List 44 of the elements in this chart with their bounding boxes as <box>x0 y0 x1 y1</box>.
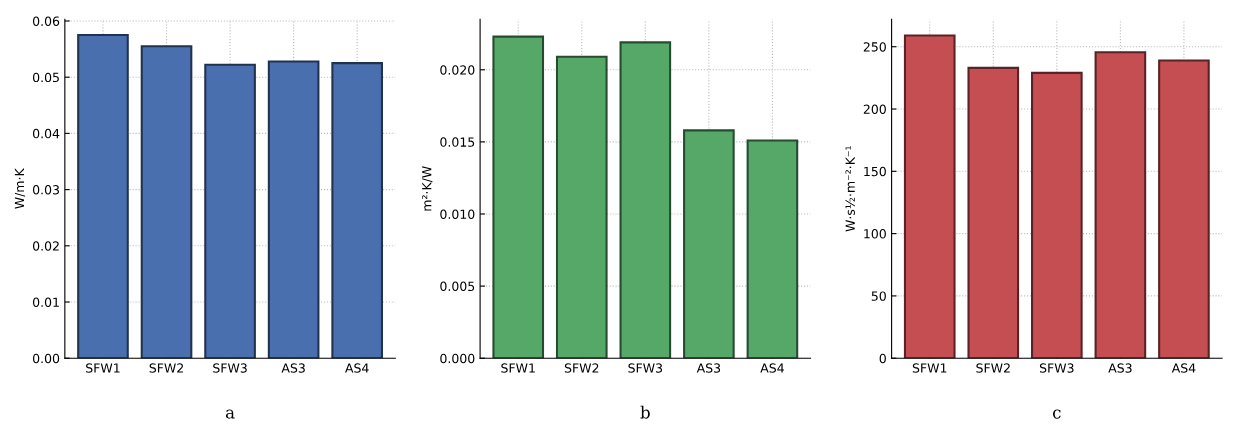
y-tick-label: 0.015 <box>440 137 475 147</box>
y-tick-label: 0.01 <box>32 297 59 307</box>
y-tick-label: 0.06 <box>32 16 60 26</box>
x-tick-label: SFW2 <box>564 363 599 373</box>
y-tick-label: 0.020 <box>440 65 475 75</box>
x-tick-label: SFW3 <box>1039 363 1074 373</box>
x-tick-label: AS4 <box>1171 363 1196 373</box>
y-tick-label: 50 <box>871 291 886 301</box>
x-tick-label: AS4 <box>760 363 784 373</box>
x-tick-label: SFW3 <box>213 363 247 373</box>
x-tick-label: AS3 <box>696 363 721 373</box>
y-axis-title: m²·K/W <box>422 166 433 211</box>
x-tick-label: SFW2 <box>149 363 183 373</box>
y-tick-label: 0 <box>879 353 886 364</box>
x-tick-label: SFW1 <box>501 363 535 373</box>
y-axis-title: W/m·K <box>14 168 26 209</box>
x-tick-label: SFW3 <box>628 363 663 373</box>
y-tick-label: 0.03 <box>32 185 59 195</box>
x-axis-title: b <box>640 405 650 419</box>
y-tick-label: 200 <box>863 104 886 114</box>
y-tick-label: 0.05 <box>32 72 59 83</box>
x-tick-label: SFW1 <box>912 363 947 373</box>
y-tick-label: 0.010 <box>440 209 475 219</box>
x-axis-title: a <box>225 409 235 419</box>
x-tick-label: AS3 <box>1108 363 1132 373</box>
x-axis-title: c <box>1053 409 1061 419</box>
y-axis-title: W·s½·m⁻²·K⁻¹ <box>845 146 855 232</box>
y-tick-label: 250 <box>863 42 886 52</box>
y-tick-label: 0.00 <box>32 353 60 364</box>
y-tick-label: 0.04 <box>32 128 60 139</box>
bar <box>746 139 799 359</box>
y-tick-label: 150 <box>864 166 886 177</box>
bar <box>683 129 735 359</box>
bar <box>619 41 672 359</box>
x-tick-label: AS4 <box>345 363 369 373</box>
x-tick-label: AS3 <box>281 363 305 373</box>
bar <box>492 35 545 359</box>
y-tick-label: 0.02 <box>32 241 59 251</box>
x-tick-label: SFW1 <box>86 363 120 373</box>
y-tick-label: 0.005 <box>440 281 475 292</box>
y-tick-label: 0.000 <box>440 353 475 364</box>
bar <box>555 55 608 359</box>
x-tick-label: SFW2 <box>976 363 1010 373</box>
y-tick-label: 100 <box>864 229 886 239</box>
